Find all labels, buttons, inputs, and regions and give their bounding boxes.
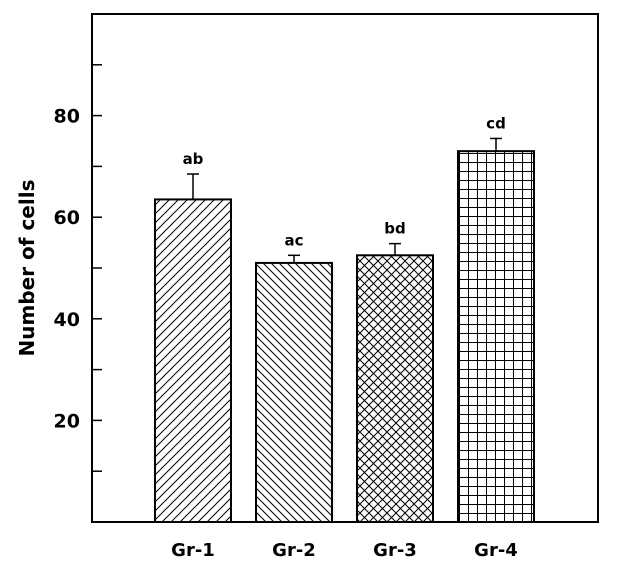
y-tick-label-80: 80 xyxy=(54,106,80,128)
significance-label-gr-3: bd xyxy=(384,220,405,238)
x-axis-tick-labels: Gr-1 Gr-2 Gr-3 Gr-4 xyxy=(171,540,518,561)
y-tick-label-20: 20 xyxy=(54,410,80,432)
bar-gr-3 xyxy=(356,254,434,524)
significance-label-gr-1: ab xyxy=(183,150,204,168)
x-tick-label-gr-1: Gr-1 xyxy=(171,540,215,561)
bars-group xyxy=(154,150,535,524)
x-tick-label-gr-4: Gr-4 xyxy=(474,540,518,561)
x-tick-label-gr-3: Gr-3 xyxy=(373,540,417,561)
annotation-labels: ab ac bd cd xyxy=(183,114,506,249)
bar-gr-4 xyxy=(457,150,535,523)
x-tick-label-gr-2: Gr-2 xyxy=(272,540,316,561)
significance-label-gr-4: cd xyxy=(486,114,506,132)
error-bars-group xyxy=(187,137,502,263)
bar-gr-2 xyxy=(255,261,333,523)
y-axis-title: Number of cells xyxy=(15,180,39,357)
y-tick-label-60: 60 xyxy=(54,207,80,229)
bar-gr-1 xyxy=(154,198,232,523)
significance-label-gr-2: ac xyxy=(284,231,303,249)
y-axis-tick-labels: 20 40 60 80 xyxy=(54,106,80,433)
y-tick-label-40: 40 xyxy=(54,309,80,331)
y-axis-ticks xyxy=(92,64,102,472)
